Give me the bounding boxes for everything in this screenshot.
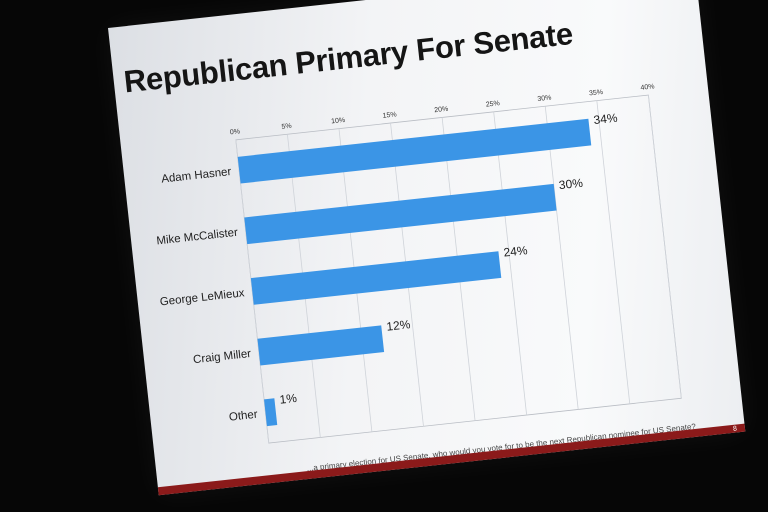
data-label: 12% <box>386 317 412 334</box>
gridline <box>648 94 682 399</box>
x-tick-label: 20% <box>434 106 449 114</box>
x-tick-label: 15% <box>382 111 397 119</box>
gridline <box>493 111 528 416</box>
data-label: 24% <box>503 243 529 260</box>
gridline <box>544 106 579 410</box>
x-tick-label: 5% <box>281 123 292 131</box>
data-label: 30% <box>558 176 584 193</box>
x-tick-label: 0% <box>230 128 241 136</box>
bar <box>244 183 557 245</box>
x-tick-label: 35% <box>589 89 604 97</box>
slide-number: 8 <box>732 425 738 433</box>
category-label: Craig Miller <box>193 348 252 366</box>
bar <box>250 251 502 305</box>
x-tick-label: 25% <box>486 100 501 108</box>
bar-chart: 0% 5% 10% 15% 20% 25% 30% 35% 40% Adam Hasner 34% M… <box>156 83 682 444</box>
category-label: Mike McCalister <box>156 227 239 248</box>
bar <box>237 118 592 184</box>
data-label: 34% <box>593 111 619 128</box>
bar <box>257 325 385 366</box>
x-tick-label: 10% <box>331 117 346 125</box>
category-label: George LeMieux <box>159 287 245 308</box>
projected-slide: Republican Primary For Senate 0% 5% 10% 15%… <box>108 0 746 496</box>
gridline <box>596 100 631 404</box>
category-label: Adam Hasner <box>161 166 232 186</box>
data-label: 1% <box>279 391 298 407</box>
x-tick-label: 40% <box>640 83 655 91</box>
bar <box>264 398 278 427</box>
x-tick-label: 30% <box>537 95 552 103</box>
category-label: Other <box>228 409 258 424</box>
